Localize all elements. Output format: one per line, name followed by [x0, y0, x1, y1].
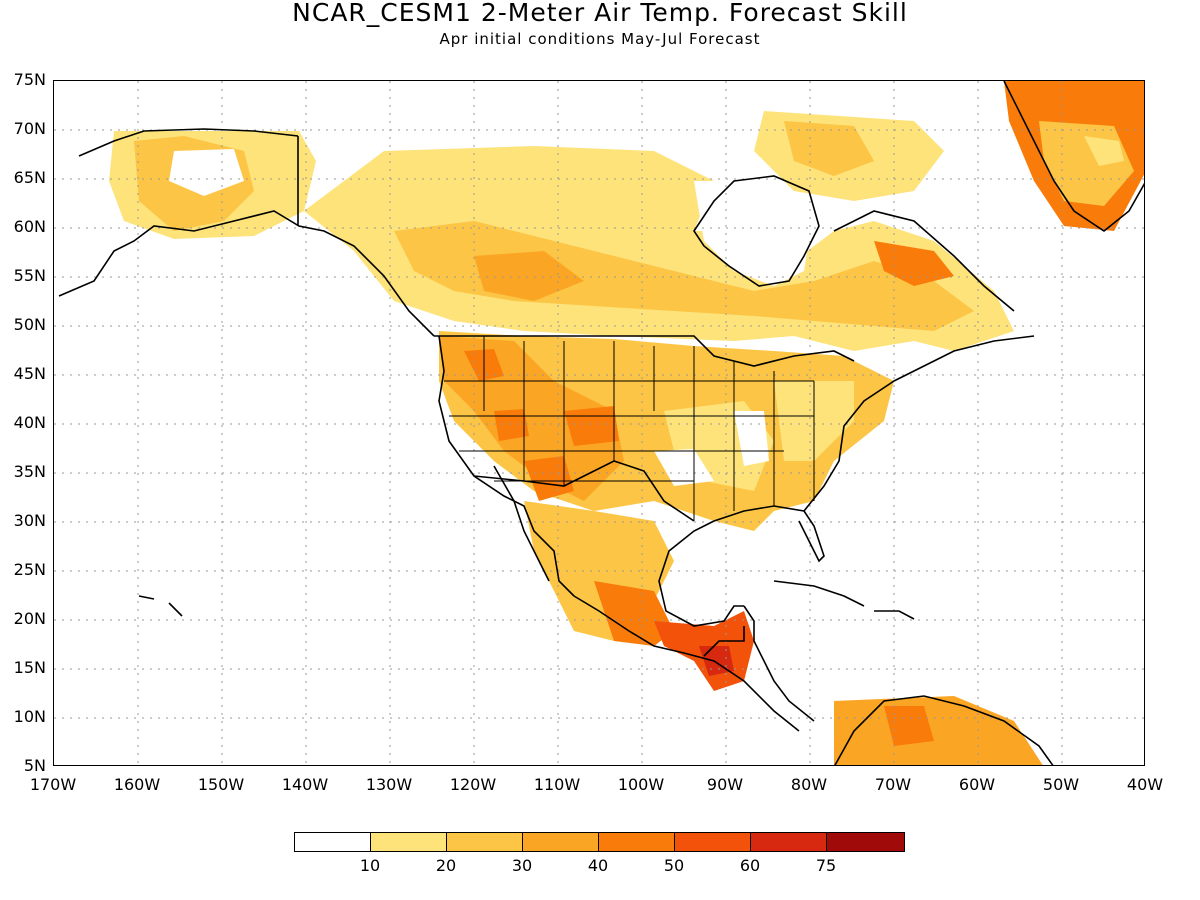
- colorbar-label-30: 30: [511, 856, 533, 875]
- lat-label-15n: 15N: [13, 658, 46, 677]
- coastlines: [58, 81, 1144, 765]
- lon-label-100w: 100W: [617, 775, 665, 794]
- coast-alaska: [58, 210, 435, 337]
- border-mexico-guatemala: [703, 626, 745, 657]
- skill-shading: [109, 81, 1144, 765]
- coast-greenland: [1003, 81, 1144, 232]
- colorbar-swatch-6: [750, 832, 827, 852]
- colorbar-label-75: 75: [815, 856, 837, 875]
- shade-alaska-clear: [169, 149, 244, 196]
- lon-label-110w: 110W: [533, 775, 581, 794]
- lat-label-35n: 35N: [13, 462, 46, 481]
- shade-usa-utah: [494, 409, 529, 441]
- coast-hawaii: [138, 595, 183, 617]
- lat-label-5n: 5N: [23, 756, 46, 775]
- coast-hispaniola: [874, 610, 915, 620]
- colorbar-swatch-5: [674, 832, 751, 852]
- lat-label-45n: 45N: [13, 364, 46, 383]
- lon-label-50w: 50W: [1042, 775, 1080, 794]
- lat-label-75n: 75N: [13, 70, 46, 89]
- coast-south-america: [834, 695, 1054, 765]
- coast-central-america-east: [743, 605, 815, 722]
- map-plot-area: [53, 80, 1145, 766]
- state-borders: [444, 336, 815, 521]
- colorbar: [294, 832, 905, 854]
- chart-subtitle: Apr initial conditions May-Jul Forecast: [439, 30, 761, 48]
- lon-label-80w: 80W: [790, 775, 828, 794]
- lon-label-120w: 120W: [449, 775, 497, 794]
- lat-label-20n: 20N: [13, 609, 46, 628]
- lat-label-30n: 30N: [13, 511, 46, 530]
- coast-hudson-bay: [693, 175, 820, 287]
- lat-label-65n: 65N: [13, 168, 46, 187]
- border-us-canada: [434, 335, 855, 367]
- shade-south-america-hot: [884, 706, 934, 746]
- lon-label-60w: 60W: [958, 775, 996, 794]
- lon-label-170w: 170W: [29, 775, 77, 794]
- colorbar-label-40: 40: [587, 856, 609, 875]
- lat-label-25n: 25N: [13, 560, 46, 579]
- shade-south-america: [834, 696, 1043, 765]
- lon-label-40w: 40W: [1126, 775, 1164, 794]
- shade-mexico-hot: [594, 581, 674, 646]
- coast-mexico-west: [573, 595, 800, 732]
- shade-hudson-bay: [694, 181, 814, 286]
- lat-label-60n: 60N: [13, 217, 46, 236]
- colorbar-label-20: 20: [435, 856, 457, 875]
- lat-label-10n: 10N: [13, 707, 46, 726]
- lon-label-160w: 160W: [113, 775, 161, 794]
- coast-alaska-north: [78, 128, 299, 157]
- shade-canada-hot: [474, 251, 584, 301]
- coast-labrador: [833, 210, 1015, 312]
- lon-label-140w: 140W: [281, 775, 329, 794]
- graticule: [54, 81, 1144, 765]
- lon-label-150w: 150W: [197, 775, 245, 794]
- coast-cuba: [773, 580, 865, 607]
- shade-greenland-clear: [1084, 136, 1124, 166]
- shade-canada-mid: [394, 221, 974, 331]
- lat-label-55n: 55N: [13, 266, 46, 285]
- chart-title: NCAR_CESM1 2-Meter Air Temp. Forecast Sk…: [292, 0, 908, 27]
- coast-florida: [798, 510, 825, 563]
- colorbar-label-60: 60: [739, 856, 761, 875]
- lon-label-70w: 70W: [874, 775, 912, 794]
- shade-usa-clear-2: [734, 411, 769, 466]
- colorbar-swatch-1: [370, 832, 447, 852]
- shade-usa-clear-1: [654, 449, 714, 486]
- lon-label-90w: 90W: [706, 775, 744, 794]
- shade-arctic-hot: [784, 121, 874, 176]
- lat-label-40n: 40N: [13, 413, 46, 432]
- shade-usa-az: [524, 456, 574, 501]
- coast-gulf-north: [713, 505, 805, 522]
- colorbar-swatch-4: [598, 832, 675, 852]
- lat-label-50n: 50N: [13, 315, 46, 334]
- colorbar-label-10: 10: [359, 856, 381, 875]
- coast-west-us: [438, 335, 575, 597]
- colorbar-swatch-2: [446, 832, 523, 852]
- lat-label-70n: 70N: [13, 119, 46, 138]
- coast-baja: [493, 465, 550, 582]
- colorbar-swatch-3: [522, 832, 599, 852]
- lon-label-130w: 130W: [365, 775, 413, 794]
- coast-east-us: [803, 335, 1035, 512]
- colorbar-label-50: 50: [663, 856, 685, 875]
- colorbar-swatch-0: [294, 832, 371, 852]
- coast-gulf: [658, 520, 744, 627]
- skill-map: [54, 81, 1144, 765]
- colorbar-swatch-7: [826, 832, 905, 852]
